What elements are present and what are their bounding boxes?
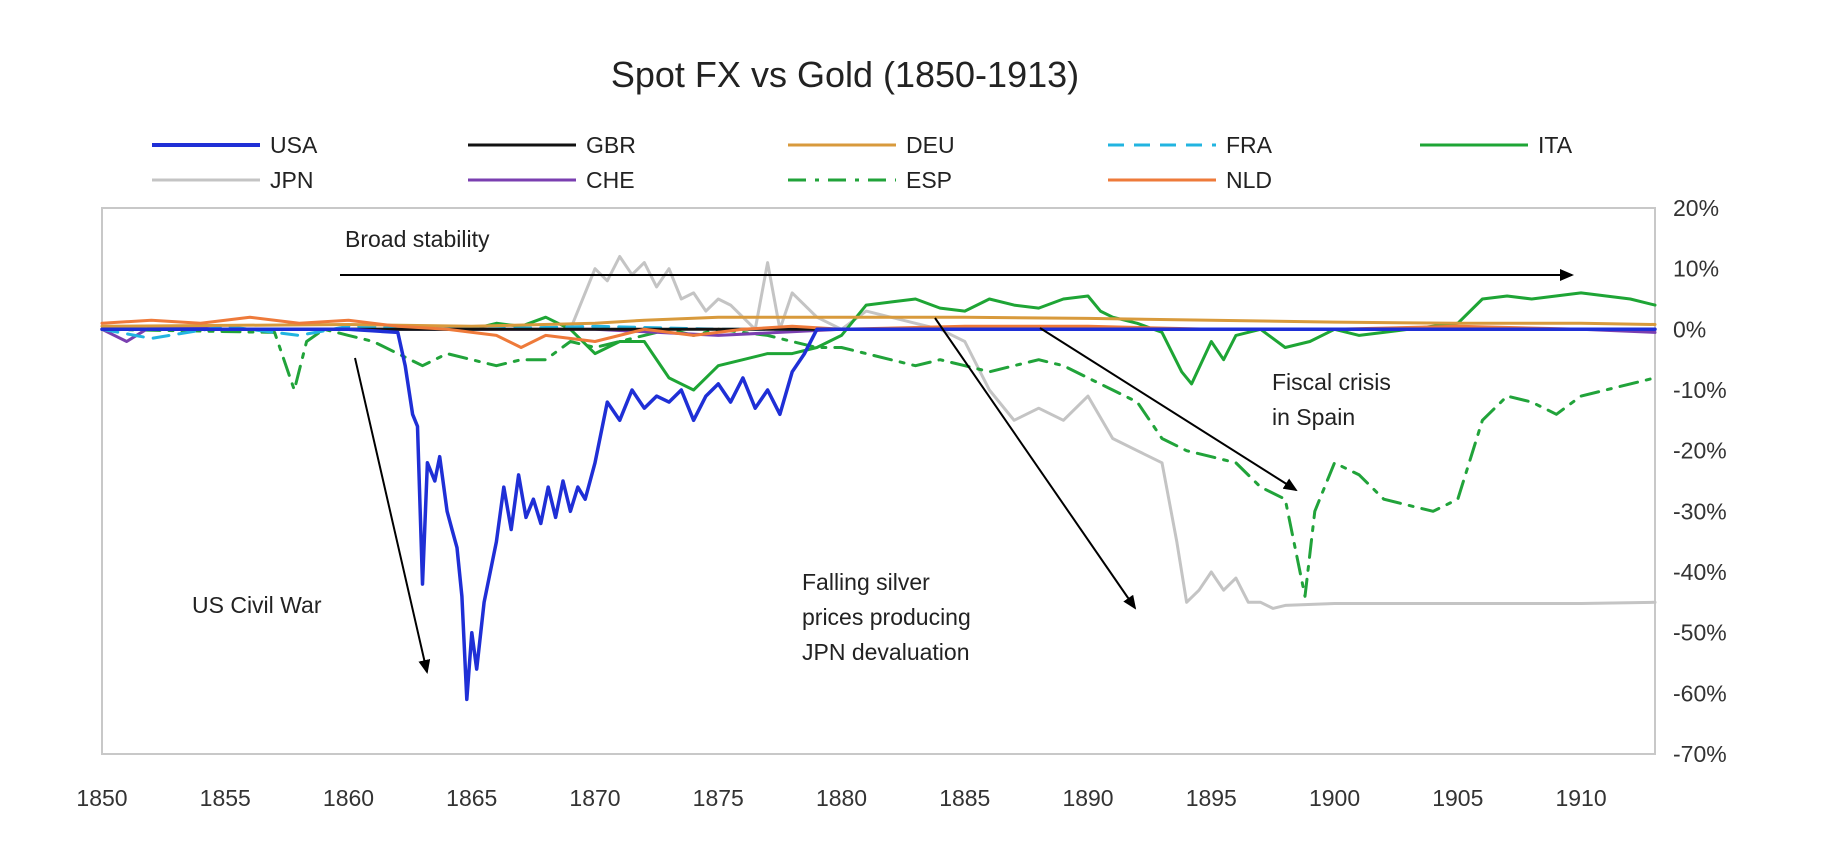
y-tick-label: 0% — [1673, 316, 1706, 342]
series-line-esp — [100, 327, 1657, 598]
y-tick-label: -60% — [1673, 680, 1727, 706]
annotation-broad-stability: Broad stability — [345, 226, 490, 252]
legend-label-usa: USA — [270, 132, 318, 158]
x-tick-label: 1855 — [200, 785, 251, 811]
x-tick-label: 1905 — [1432, 785, 1483, 811]
annotation-fiscal-crisis-line-2: in Spain — [1272, 404, 1355, 430]
y-tick-label: -20% — [1673, 438, 1727, 464]
legend-label-esp: ESP — [906, 167, 952, 193]
y-tick-label: 10% — [1673, 256, 1719, 282]
legend-label-jpn: JPN — [270, 167, 313, 193]
legend-label-nld: NLD — [1226, 167, 1272, 193]
x-tick-label: 1885 — [939, 785, 990, 811]
arrow-fiscal-crisis — [1039, 327, 1298, 492]
chart-title: Spot FX vs Gold (1850-1913) — [611, 54, 1079, 95]
y-tick-label: -70% — [1673, 741, 1727, 767]
series-line-jpn — [100, 255, 1657, 610]
legend-label-gbr: GBR — [586, 132, 636, 158]
x-tick-label: 1880 — [816, 785, 867, 811]
annotation-fiscal-crisis: Fiscal crisis in Spain — [1272, 369, 1397, 430]
x-tick-label: 1890 — [1062, 785, 1113, 811]
x-tick-label: 1850 — [76, 785, 127, 811]
series-line-ita — [100, 291, 1657, 392]
annotation-fiscal-crisis-line-1: Fiscal crisis — [1272, 369, 1391, 395]
x-tick-label: 1865 — [446, 785, 497, 811]
annotation-falling-silver-line-1: Falling silver — [802, 569, 930, 595]
legend-label-fra: FRA — [1226, 132, 1273, 158]
series-lines — [100, 255, 1657, 702]
legend: USA GBR DEU FRA ITA JPN CHE ESP NLD — [152, 132, 1573, 193]
x-tick-label: 1870 — [569, 785, 620, 811]
y-tick-label: -40% — [1673, 559, 1727, 585]
annotation-falling-silver: Falling silver prices producing JPN deva… — [802, 569, 977, 665]
y-tick-label: -30% — [1673, 498, 1727, 524]
x-tick-label: 1910 — [1555, 785, 1606, 811]
series-line-deu — [100, 315, 1657, 328]
x-tick-label: 1895 — [1186, 785, 1237, 811]
y-axis: 20% 10% 0% -10% -20% -30% -40% -50% -60% -70% — [1673, 195, 1727, 767]
series-line-usa — [100, 327, 1657, 702]
y-tick-label: 20% — [1673, 195, 1719, 221]
plot-area — [101, 207, 1656, 755]
y-tick-label: -50% — [1673, 620, 1727, 646]
legend-label-che: CHE — [586, 167, 635, 193]
annotation-falling-silver-line-2: prices producing — [802, 604, 971, 630]
legend-label-ita: ITA — [1538, 132, 1573, 158]
annotations: Broad stability US Civil War Falling sil… — [192, 226, 1574, 674]
x-tick-label: 1900 — [1309, 785, 1360, 811]
x-tick-label: 1875 — [693, 785, 744, 811]
arrow-falling-silver — [934, 317, 1137, 610]
x-tick-label: 1860 — [323, 785, 374, 811]
y-tick-label: -10% — [1673, 377, 1727, 403]
legend-label-deu: DEU — [906, 132, 955, 158]
annotation-falling-silver-line-3: JPN devaluation — [802, 639, 970, 665]
arrow-us-civil-war — [354, 357, 431, 674]
x-axis: 1850 1855 1860 1865 1870 1875 1880 1885 1890 1895… — [76, 785, 1606, 811]
annotation-us-civil-war: US Civil War — [192, 592, 322, 618]
